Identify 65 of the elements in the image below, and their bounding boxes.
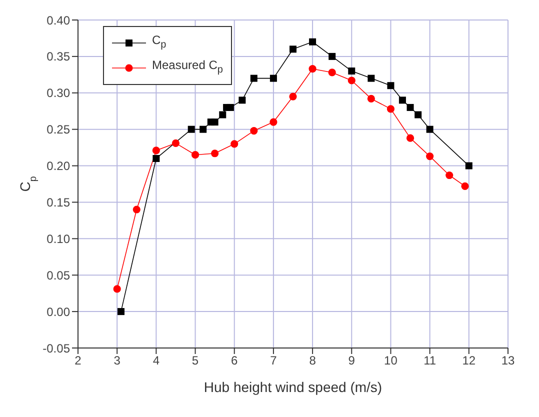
point bbox=[132, 206, 140, 214]
x-tick-label: 4 bbox=[152, 354, 160, 368]
y-tick-label: 0.10 bbox=[46, 232, 70, 246]
point bbox=[406, 104, 414, 111]
point bbox=[152, 154, 160, 162]
point bbox=[230, 140, 238, 148]
point bbox=[270, 118, 278, 126]
point bbox=[191, 151, 200, 159]
x-tick-label: 11 bbox=[424, 354, 436, 368]
y-tick-label: -0.05 bbox=[42, 341, 70, 356]
point bbox=[270, 74, 277, 82]
point bbox=[250, 126, 258, 135]
y-tick-label: 0.20 bbox=[46, 159, 70, 174]
x-tick-label: 13 bbox=[501, 354, 515, 368]
point bbox=[211, 118, 218, 126]
y-tick-label: 0.05 bbox=[46, 268, 70, 282]
point bbox=[465, 162, 472, 170]
x-tick-label: 8 bbox=[309, 354, 316, 368]
y-tick-label: 0.40 bbox=[46, 13, 70, 28]
y-tick-label: 0.35 bbox=[46, 50, 70, 64]
legend-label: Measured C$_{p}$ bbox=[152, 57, 223, 78]
point bbox=[328, 68, 336, 76]
point bbox=[461, 182, 469, 190]
point bbox=[238, 96, 246, 104]
point bbox=[348, 76, 356, 84]
point bbox=[308, 65, 316, 73]
point bbox=[250, 74, 258, 82]
y-tick-label: 0.30 bbox=[46, 86, 70, 100]
point bbox=[289, 92, 297, 100]
point bbox=[426, 126, 434, 133]
y-tick-label: 0.00 bbox=[46, 304, 70, 319]
x-tick-label: 10 bbox=[384, 354, 398, 368]
point bbox=[118, 308, 124, 316]
x-tick-label: 7 bbox=[270, 354, 278, 368]
point bbox=[387, 82, 394, 90]
legend-label: C$_{p}$ bbox=[152, 32, 166, 52]
x-tick-label: 9 bbox=[348, 354, 356, 368]
point bbox=[219, 111, 226, 118]
point bbox=[406, 134, 414, 142]
point bbox=[446, 171, 454, 180]
point bbox=[368, 74, 375, 82]
point bbox=[426, 152, 434, 160]
point bbox=[211, 150, 219, 158]
point bbox=[367, 94, 375, 103]
y-tick-label: 0.25 bbox=[46, 122, 70, 137]
point bbox=[398, 96, 406, 104]
x-tick-label: 2 bbox=[74, 354, 82, 368]
point bbox=[348, 68, 356, 75]
point bbox=[226, 104, 234, 111]
point bbox=[414, 111, 422, 118]
point bbox=[386, 105, 395, 113]
point bbox=[113, 285, 121, 293]
y-tick-label: 0.15 bbox=[46, 195, 70, 210]
x-tick-label: 6 bbox=[231, 354, 238, 368]
point bbox=[328, 52, 336, 60]
point bbox=[309, 38, 316, 46]
x-tick-label: 5 bbox=[192, 354, 199, 368]
point bbox=[200, 126, 207, 133]
point bbox=[290, 46, 296, 53]
x-axis-title: Hub height wind speed (m/s) bbox=[204, 379, 382, 395]
point bbox=[152, 146, 160, 154]
point bbox=[188, 126, 195, 133]
x-tick-label: 3 bbox=[114, 354, 121, 368]
point bbox=[172, 139, 180, 147]
x-tick-label: 12 bbox=[462, 354, 476, 368]
